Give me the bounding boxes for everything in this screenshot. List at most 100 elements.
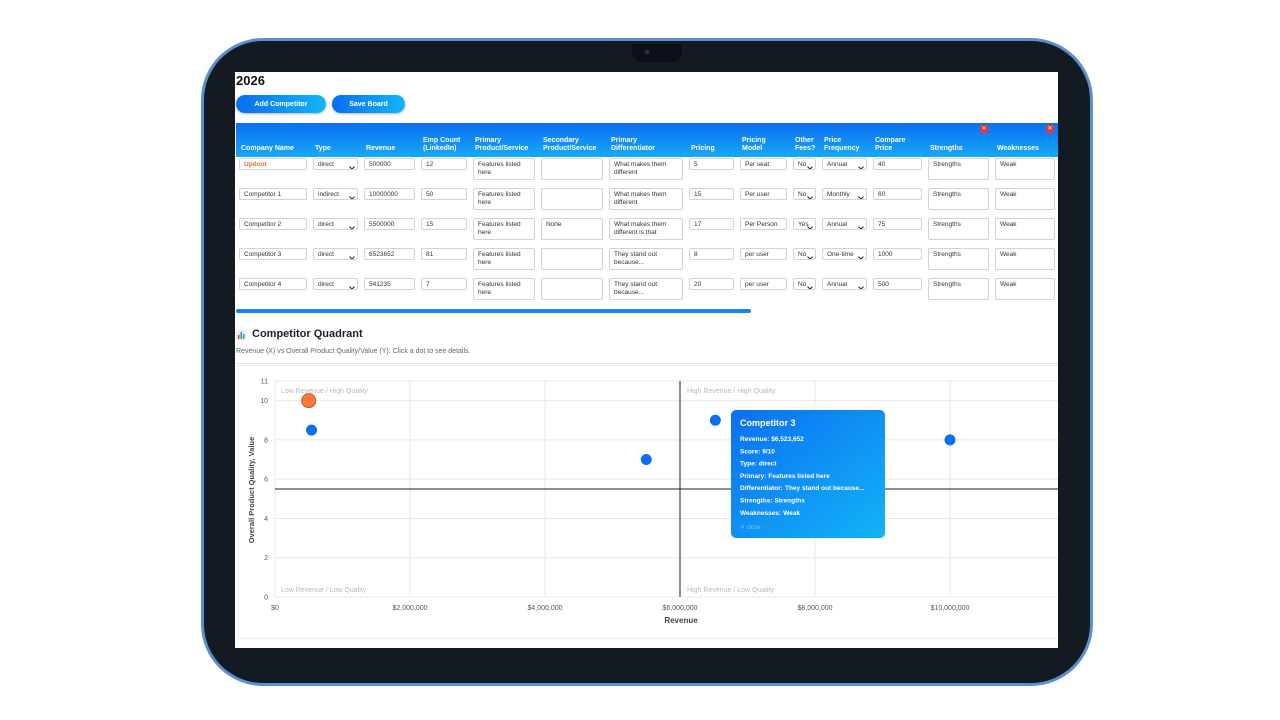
input[interactable] bbox=[541, 248, 603, 270]
input[interactable]: 75 bbox=[873, 218, 922, 230]
column-header: Revenue bbox=[366, 145, 396, 152]
data-point[interactable] bbox=[640, 454, 652, 466]
section-title: Competitor Quadrant bbox=[252, 328, 363, 340]
input[interactable]: Strengths bbox=[928, 248, 989, 270]
remove-column[interactable]: ✕ bbox=[980, 125, 988, 133]
screen: 2026 Competitor Quadrant Revenue (X) vs … bbox=[235, 72, 1058, 648]
select[interactable]: Monthly bbox=[822, 188, 867, 200]
input[interactable]: 81 bbox=[421, 248, 467, 260]
column-header: Primary Product/Service bbox=[475, 137, 529, 152]
input[interactable]: They stand out because... bbox=[609, 278, 683, 300]
tooltip-key: Differentiator: bbox=[740, 485, 783, 492]
x-tick-label: $8,000,000 bbox=[797, 605, 832, 612]
select[interactable]: No bbox=[793, 278, 816, 290]
input[interactable]: 50 bbox=[421, 188, 467, 200]
input[interactable]: Strengths bbox=[928, 278, 989, 300]
input[interactable]: What makes them different is that bbox=[609, 218, 683, 240]
input[interactable] bbox=[541, 158, 603, 180]
input[interactable]: They stand out because... bbox=[609, 248, 683, 270]
chart-icon bbox=[236, 330, 246, 340]
input[interactable]: 6523652 bbox=[364, 248, 415, 260]
input[interactable]: Features listed here bbox=[473, 218, 535, 240]
input[interactable]: 12 bbox=[421, 158, 467, 170]
input[interactable]: Competitor 1 bbox=[239, 188, 307, 200]
input[interactable]: Competitor 3 bbox=[239, 248, 307, 260]
input[interactable]: What makes them different bbox=[609, 188, 683, 210]
column-header: Weaknesses bbox=[997, 145, 1039, 152]
input[interactable]: Per seat bbox=[740, 158, 787, 170]
input[interactable]: 5500000 bbox=[364, 218, 415, 230]
input[interactable]: Features listed here bbox=[473, 188, 535, 210]
data-point[interactable] bbox=[306, 424, 318, 436]
input[interactable]: Competitor 2 bbox=[239, 218, 307, 230]
input[interactable]: 500000 bbox=[364, 158, 415, 170]
input[interactable]: Strengths bbox=[928, 188, 989, 210]
input[interactable]: 1000 bbox=[873, 248, 922, 260]
input[interactable]: 500 bbox=[873, 278, 922, 290]
table-header bbox=[236, 123, 1058, 157]
tooltip-value: Strengths bbox=[775, 498, 806, 505]
divider bbox=[236, 363, 1058, 364]
input[interactable] bbox=[541, 278, 603, 300]
input[interactable]: 15 bbox=[689, 188, 734, 200]
input[interactable]: per user bbox=[740, 278, 787, 290]
input[interactable] bbox=[541, 188, 603, 210]
input[interactable]: 60 bbox=[873, 188, 922, 200]
select[interactable]: Annual bbox=[822, 158, 867, 170]
input[interactable]: Per user bbox=[740, 188, 787, 200]
input[interactable]: Features listed here bbox=[473, 248, 535, 270]
select[interactable]: direct bbox=[313, 218, 358, 230]
input[interactable]: 10000000 bbox=[364, 188, 415, 200]
data-point[interactable] bbox=[944, 434, 956, 446]
input[interactable]: Features listed here bbox=[473, 158, 535, 180]
select[interactable]: Yes bbox=[793, 218, 816, 230]
select[interactable]: No bbox=[793, 248, 816, 260]
input[interactable]: Strengths bbox=[928, 218, 989, 240]
select[interactable]: No bbox=[793, 158, 816, 170]
input[interactable]: 5 bbox=[689, 158, 734, 170]
button[interactable]: Add Competitor bbox=[236, 95, 326, 113]
tooltip-key: Score: bbox=[740, 448, 760, 455]
tooltip-close[interactable]: ✕ close bbox=[740, 525, 761, 531]
input[interactable]: Weak bbox=[995, 218, 1055, 240]
tooltip-key: Weaknesses: bbox=[740, 510, 781, 517]
input[interactable]: Weak bbox=[995, 278, 1055, 300]
select[interactable]: direct bbox=[313, 278, 358, 290]
select[interactable]: direct bbox=[313, 158, 358, 170]
input[interactable]: 8 bbox=[689, 248, 734, 260]
select[interactable]: No bbox=[793, 188, 816, 200]
input[interactable]: 40 bbox=[873, 158, 922, 170]
input[interactable]: per user bbox=[740, 248, 787, 260]
y-axis-label: Overall Product Quality, Value bbox=[247, 437, 256, 544]
select[interactable]: One-time bbox=[822, 248, 867, 260]
input[interactable]: 541235 bbox=[364, 278, 415, 290]
remove-column[interactable]: ✕ bbox=[1046, 125, 1054, 133]
tooltip-row: Weaknesses: Weak bbox=[740, 510, 800, 517]
input[interactable]: 20 bbox=[689, 278, 734, 290]
select[interactable]: Annual bbox=[822, 218, 867, 230]
input[interactable]: Weak bbox=[995, 158, 1055, 180]
camera bbox=[644, 49, 650, 55]
input[interactable]: Updoot bbox=[239, 158, 307, 170]
select[interactable]: Annual bbox=[822, 278, 867, 290]
button[interactable]: Save Board bbox=[332, 95, 405, 113]
input[interactable]: Weak bbox=[995, 188, 1055, 210]
select[interactable]: direct bbox=[313, 248, 358, 260]
input[interactable]: 7 bbox=[421, 278, 467, 290]
input[interactable]: Per Person bbox=[740, 218, 787, 230]
select[interactable]: indirect bbox=[313, 188, 358, 200]
input[interactable]: What makes them different bbox=[609, 158, 683, 180]
input[interactable]: Strengths bbox=[928, 158, 989, 180]
data-point[interactable] bbox=[709, 414, 721, 426]
tooltip-key: Strengths: bbox=[740, 498, 773, 505]
x-tick-label: $0 bbox=[271, 605, 279, 612]
input[interactable]: Competitor 4 bbox=[239, 278, 307, 290]
scrollbar[interactable] bbox=[236, 309, 751, 313]
input[interactable]: 17 bbox=[689, 218, 734, 230]
input[interactable]: Features listed here bbox=[473, 278, 535, 300]
input[interactable]: Weak bbox=[995, 248, 1055, 270]
data-point[interactable] bbox=[301, 393, 317, 409]
input[interactable]: 15 bbox=[421, 218, 467, 230]
input[interactable]: None bbox=[541, 218, 603, 240]
column-header: Type bbox=[315, 145, 331, 152]
